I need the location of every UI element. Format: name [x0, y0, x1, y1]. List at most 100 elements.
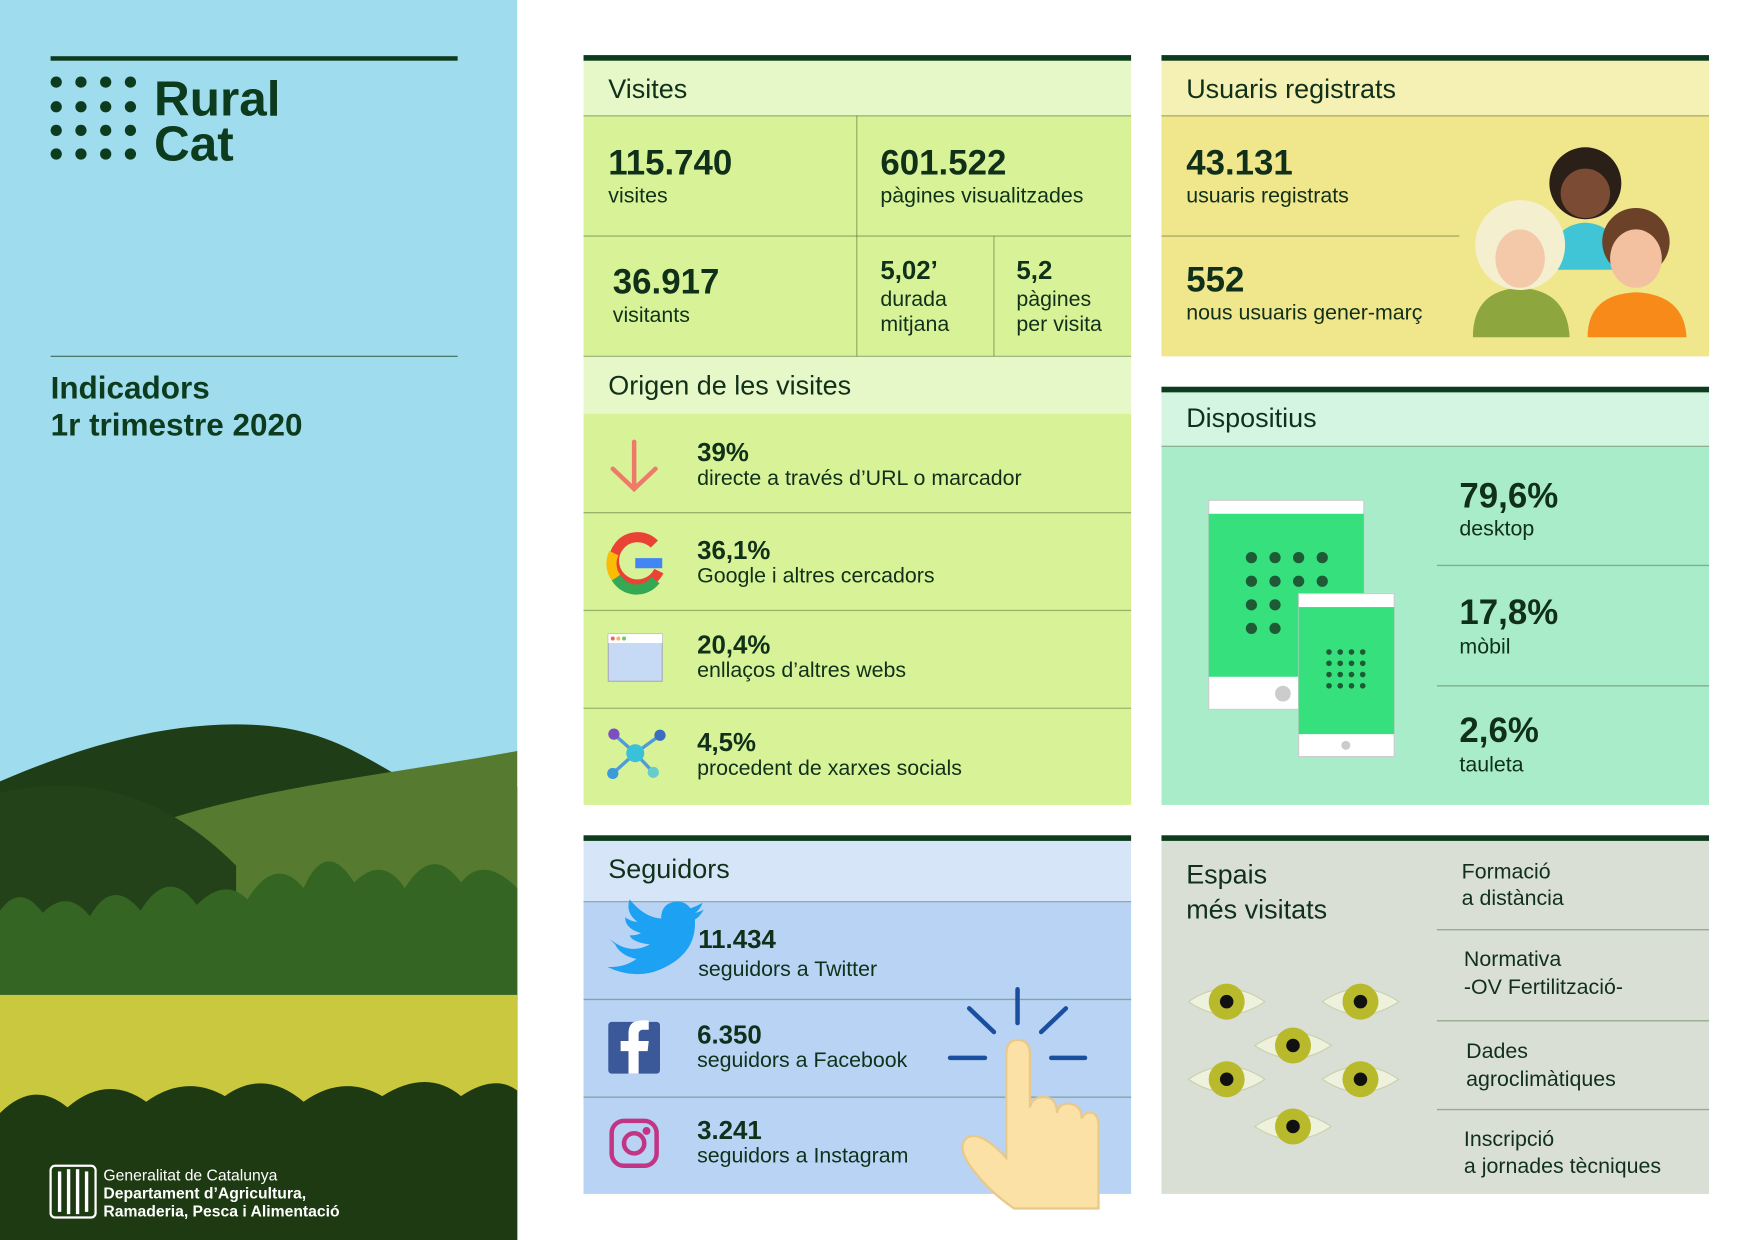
- logo-dots-part: [50, 124, 62, 137]
- stat-value: 5,02’: [880, 257, 937, 285]
- stat-value: 601.522: [880, 144, 1006, 183]
- follower-value: 11.434: [698, 926, 776, 954]
- card-header: [583, 840, 1132, 902]
- origin-label: Google i altres cercadors: [697, 564, 934, 588]
- stat-label: nous usuaris gener-març: [1186, 301, 1423, 325]
- logo-text: Rural: [154, 71, 280, 126]
- devices-illustration-part-part: [1245, 599, 1258, 611]
- report-title: Indicadors: [51, 370, 210, 405]
- devices-illustration-part: [1298, 607, 1395, 735]
- card-heading: Visites: [608, 74, 687, 104]
- logo-dots-part: [124, 148, 137, 160]
- government-emblem: [49, 1164, 97, 1219]
- hand-illustration-part: [961, 1038, 1100, 1210]
- browser-icon: [607, 633, 663, 682]
- stat-value: 115.740: [608, 144, 732, 183]
- google-icon-part: [611, 574, 660, 595]
- stat-label: pàgines visualitzades: [880, 184, 1083, 208]
- card-rule: [1161, 835, 1710, 841]
- stat-value: 552: [1186, 260, 1244, 299]
- facebook-icon-part: [620, 1020, 649, 1074]
- devices-illustration-part: [1341, 740, 1351, 750]
- browser-icon-part: [610, 636, 615, 641]
- card-heading: Espais: [1186, 860, 1267, 890]
- device-value: 79,6%: [1459, 476, 1558, 515]
- people-illustration-part: [1587, 292, 1687, 338]
- devices-illustration-part-part: [1316, 551, 1328, 564]
- espais-card: Espais més visitats Formació a distància…: [1161, 835, 1710, 1194]
- device-label: tauleta: [1459, 752, 1523, 776]
- logo-dots-part: [50, 76, 62, 88]
- follower-value: 3.241: [697, 1117, 762, 1145]
- google-icon: [606, 532, 664, 595]
- logo-dots-part: [75, 148, 87, 160]
- devices-illustration-part: [1326, 649, 1366, 689]
- logo-dots-part: [75, 124, 87, 137]
- government-emblem-part: [57, 1169, 89, 1215]
- landscape: [0, 724, 518, 1240]
- people-illustration-part: [1610, 229, 1662, 288]
- devices-illustration-part-part: [1326, 671, 1332, 678]
- report-title: 1r trimestre 2020: [51, 407, 303, 442]
- devices-illustration-part-part: [1337, 649, 1344, 655]
- footer-text: Ramaderia, Pesca i Alimentació: [103, 1203, 339, 1220]
- top-rule: [50, 56, 458, 61]
- origin-label: procedent de xarxes socials: [697, 756, 962, 780]
- follower-label: seguidors a Facebook: [697, 1048, 907, 1072]
- logo-dots-part: [100, 148, 112, 160]
- follower-label: seguidors a Twitter: [698, 957, 877, 981]
- network-icon-part: [607, 767, 619, 780]
- eyes-illustration-part-part: [1353, 1072, 1368, 1086]
- devices-illustration-part-part: [1359, 649, 1366, 655]
- network-icon-part: [647, 766, 659, 778]
- devices-illustration-part-part: [1269, 575, 1281, 587]
- card-header: [1161, 59, 1710, 116]
- hand-illustration-part-part: [966, 1006, 997, 1035]
- facebook-icon: [608, 1020, 660, 1074]
- card-heading: Dispositius: [1186, 403, 1316, 433]
- visites-card: Visites 115.740 visites 601.522 pàgines …: [583, 55, 1132, 357]
- devices-illustration-part-part: [1359, 660, 1366, 667]
- device-label: mòbil: [1459, 634, 1510, 658]
- card-header: [1161, 391, 1710, 447]
- instagram-icon-part: [621, 1130, 647, 1156]
- devices-illustration-part-part: [1337, 682, 1344, 689]
- origin-value: 39%: [697, 439, 749, 467]
- browser-icon-part: [621, 636, 627, 641]
- follower-label: seguidors a Instagram: [697, 1144, 908, 1168]
- card-header: [583, 356, 1132, 414]
- stat-label: pàgines: [1016, 287, 1091, 311]
- eyes-illustration-part: [1219, 994, 1368, 1134]
- card-heading: Origen de les visites: [608, 371, 851, 401]
- hand-illustration-part-part: [1038, 1006, 1069, 1035]
- devices-illustration-part-part: [1359, 671, 1366, 678]
- stat-label: per visita: [1016, 312, 1102, 336]
- card-body: [583, 115, 1132, 357]
- government-emblem-part: [49, 1164, 97, 1219]
- origin-value: 4,5%: [697, 729, 756, 757]
- stat-label: durada: [880, 287, 947, 311]
- usuaris-card: Usuaris registrats 43.131 usuaris regist…: [1161, 55, 1710, 357]
- card-body: [1161, 840, 1710, 1194]
- card-body: [583, 413, 1132, 805]
- devices-illustration-part: [1275, 685, 1291, 702]
- logo-dots-part: [50, 148, 62, 160]
- stat-label: usuaris registrats: [1186, 184, 1349, 208]
- side-panel: Rural Cat Indicadors 1r trimestre 2020 G…: [0, 0, 518, 1240]
- logo-dots-part: [100, 101, 112, 113]
- space-item: -OV Fertilització-: [1464, 975, 1623, 999]
- eyes-illustration-part-part: [1219, 994, 1234, 1009]
- logo-dots-part: [100, 124, 112, 137]
- space-item: agroclimàtiques: [1466, 1067, 1616, 1091]
- browser-icon-part: [616, 636, 621, 641]
- logo-dots-part: [50, 101, 62, 113]
- logo-dots-part: [124, 101, 137, 113]
- device-value: 17,8%: [1459, 593, 1558, 632]
- people-illustration-part: [1495, 229, 1545, 288]
- eyes-illustration-part-part: [1219, 1072, 1234, 1086]
- dispositius-card: Dispositius 79,6% desktop 17,8% mòbil 2,…: [1161, 386, 1710, 805]
- device-value: 2,6%: [1459, 711, 1538, 750]
- card-rule: [1161, 386, 1710, 393]
